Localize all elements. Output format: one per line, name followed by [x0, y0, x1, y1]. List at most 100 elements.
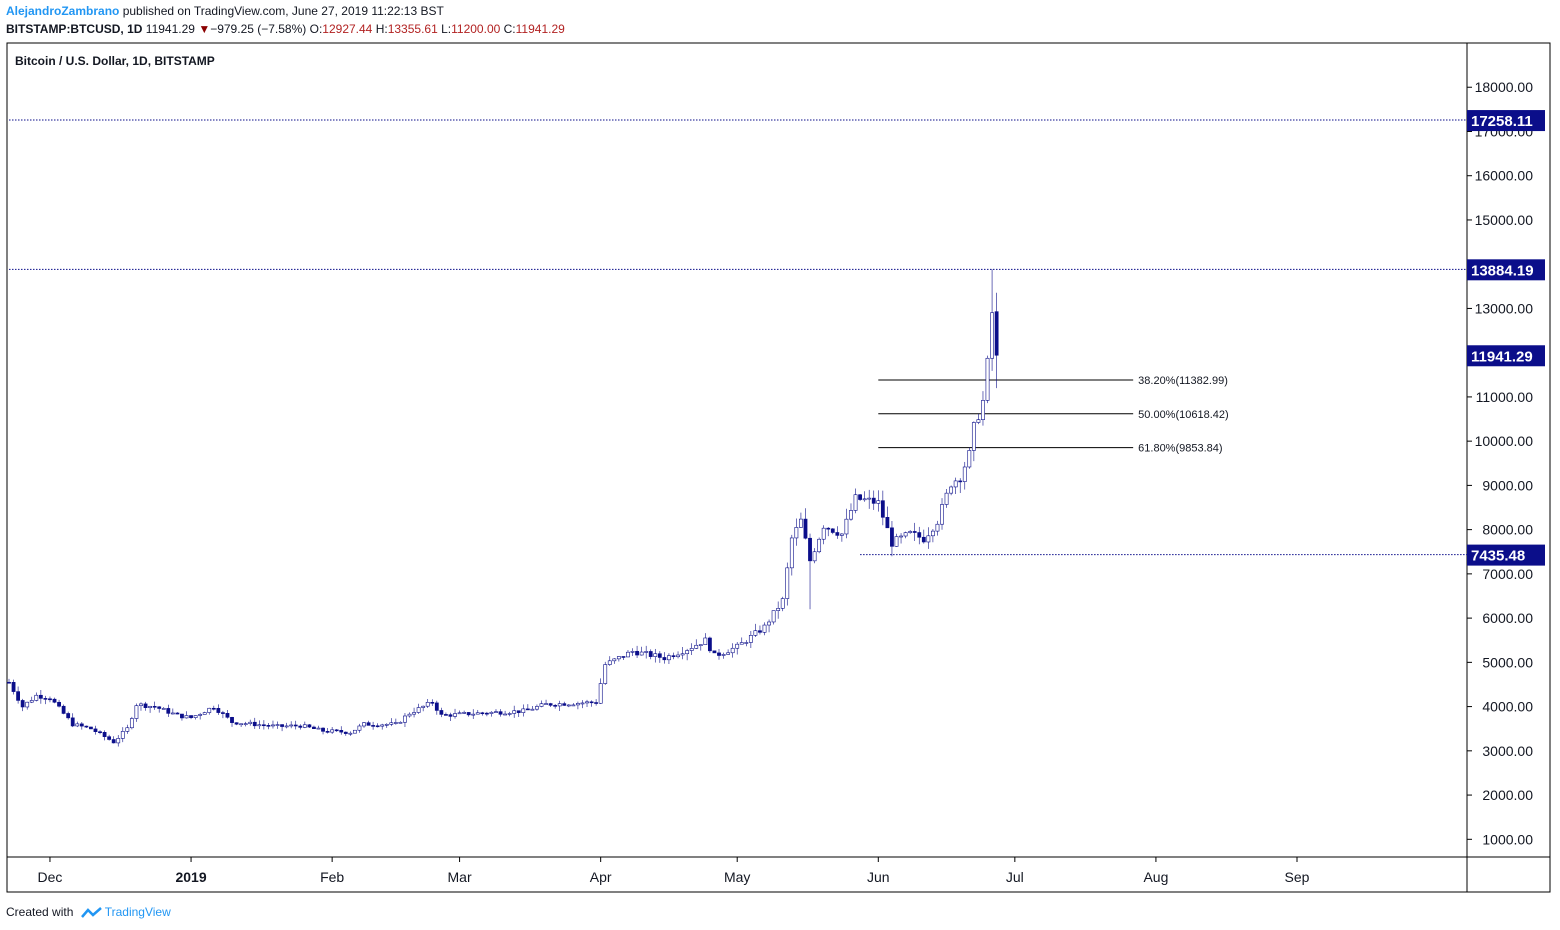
candle-up: [990, 312, 994, 359]
candle-up: [676, 654, 680, 658]
candle-down: [93, 728, 98, 732]
candle-down: [102, 732, 107, 737]
candle-up: [316, 727, 321, 730]
candle-up: [753, 630, 758, 636]
candle-up: [576, 703, 580, 706]
y-tick-label: 7000.00: [1482, 566, 1533, 582]
candle-up: [239, 723, 244, 726]
candle-up: [853, 494, 858, 511]
candle-up: [412, 712, 416, 715]
x-tick-label: Jun: [867, 869, 890, 885]
fib-level-label: 50.00%(10618.42): [1138, 409, 1229, 421]
last-price: 11941.29: [145, 22, 195, 36]
candle-up: [976, 419, 981, 423]
candle-down: [525, 708, 530, 711]
candle-down: [371, 725, 376, 727]
candle-down: [516, 710, 521, 713]
candle-up: [302, 724, 307, 728]
candle-up: [739, 642, 744, 645]
candle-up: [462, 712, 467, 714]
y-tick-label: 5000.00: [1482, 654, 1533, 670]
candle-up: [362, 722, 366, 727]
candle-up: [794, 527, 799, 539]
candle-down: [890, 527, 894, 547]
candle-up: [626, 651, 630, 658]
candle-up: [789, 537, 794, 569]
ohlc-bar: BITSTAMP:BTCUSD, 1D 11941.29 ▼−979.25 (−…: [6, 22, 565, 36]
candle-up: [967, 450, 972, 468]
candle-down: [143, 703, 148, 708]
candle-up: [971, 422, 976, 451]
candle-up: [776, 608, 781, 611]
candle-up: [603, 664, 608, 684]
candle-down: [325, 731, 330, 733]
x-tick-label: Sep: [1285, 869, 1310, 885]
candle-down: [175, 712, 180, 715]
candle-down: [225, 713, 230, 718]
y-tick-label: 8000.00: [1482, 522, 1533, 538]
candle-up: [202, 712, 207, 715]
candle-up: [557, 703, 562, 707]
candle-up: [844, 518, 849, 535]
candle-up: [667, 655, 671, 661]
candle-down: [221, 712, 225, 714]
candle-down: [84, 725, 89, 728]
candle-up: [985, 357, 990, 401]
author-name[interactable]: AlejandroZambrano: [6, 4, 120, 18]
candle-down: [671, 655, 676, 658]
candle-up: [416, 707, 421, 713]
candle-up: [284, 725, 289, 728]
publish-text: published on TradingView.com, June 27, 2…: [122, 4, 444, 18]
candle-down: [871, 497, 876, 504]
candle-up: [899, 535, 903, 538]
candle-down: [830, 528, 835, 533]
x-tick-label: Apr: [590, 869, 612, 885]
candle-up: [944, 492, 949, 505]
candle-up: [862, 498, 867, 501]
candle-up: [744, 642, 749, 644]
candle-up: [330, 729, 335, 733]
candle-down: [16, 691, 21, 701]
candle-up: [821, 527, 826, 540]
fib-level-label: 61.80%(9853.84): [1138, 443, 1222, 455]
candle-up: [817, 538, 822, 553]
candle-up: [530, 708, 535, 711]
candle-up: [949, 486, 954, 494]
candle-up: [535, 706, 539, 710]
tradingview-brand[interactable]: TradingView: [104, 905, 171, 919]
candle-up: [271, 724, 275, 727]
candle-down: [803, 518, 808, 539]
candle-down: [826, 527, 831, 530]
candle-down: [298, 725, 303, 728]
candle-up: [494, 711, 498, 713]
y-tick-label: 10000.00: [1475, 433, 1534, 449]
candle-up: [735, 643, 740, 649]
level-price-label: 13884.19: [1471, 262, 1534, 279]
candle-down: [444, 714, 448, 716]
footer: Created with TradingView: [6, 905, 171, 919]
level-price-label-box: [1467, 544, 1545, 566]
candle-up: [903, 532, 908, 537]
triangle-down-icon: ▼: [198, 22, 211, 36]
y-tick-label: 15000.00: [1475, 212, 1534, 228]
candle-up: [607, 660, 612, 665]
candle-down: [38, 694, 43, 699]
candle-down: [11, 682, 16, 692]
candle-down: [594, 702, 599, 704]
candle-up: [489, 711, 494, 714]
candle-up: [867, 497, 872, 500]
candle-up: [207, 707, 212, 713]
candle-down: [307, 724, 312, 728]
candle-up: [475, 712, 480, 715]
candle-up: [571, 704, 576, 707]
candle-up: [120, 731, 125, 739]
candle-down: [52, 698, 57, 703]
candle-up: [680, 653, 685, 656]
candle-up: [184, 715, 189, 719]
candle-up: [580, 702, 585, 705]
candle-down: [657, 653, 662, 658]
candle-down: [20, 700, 25, 708]
candle-up: [380, 724, 385, 727]
candle-down: [448, 714, 453, 717]
